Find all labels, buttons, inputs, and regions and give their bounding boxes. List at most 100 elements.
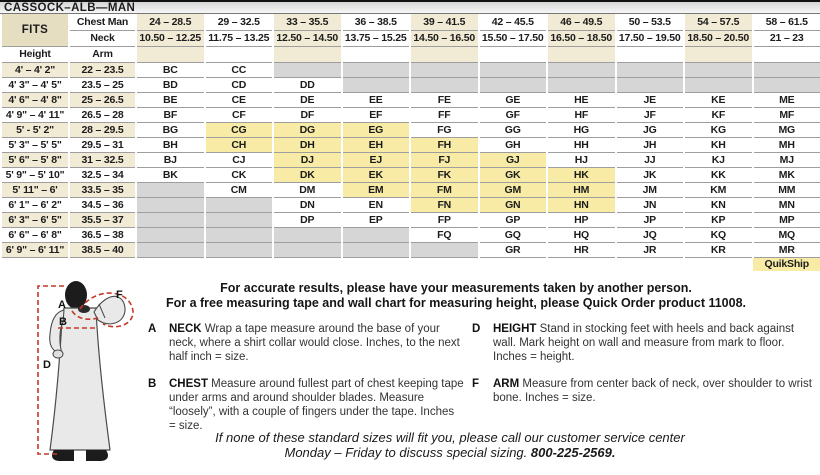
header-spacer-cell [272, 46, 343, 63]
size-code-cell: EP [340, 212, 411, 228]
size-code-cell: FH [409, 137, 480, 153]
neck-range-header: 16.50 – 18.50 [546, 30, 617, 47]
size-unavailable-cell [135, 227, 206, 243]
size-code-cell: CE [203, 92, 274, 108]
size-unavailable-cell [409, 242, 480, 258]
instruction-item-chest: B CHEST Measure around fullest part of ch… [148, 377, 464, 433]
size-code-cell: MQ [751, 227, 820, 243]
size-unavailable-cell [272, 242, 343, 258]
page-title: CASSOCK–ALB—MAN [0, 0, 820, 14]
neck-range-header: 18.50 – 20.50 [683, 30, 754, 47]
table-row: 4' – 4' 2" 22 – 23.5 BC CC [0, 62, 820, 78]
size-code-cell: DM [272, 182, 343, 198]
size-code-cell: GE [477, 92, 548, 108]
size-unavailable-cell [135, 212, 206, 228]
chest-range-header: 54 – 57.5 [683, 14, 754, 31]
size-unavailable-cell [340, 62, 411, 78]
label-f: F [116, 289, 123, 301]
head [65, 281, 87, 309]
size-unavailable-cell [751, 77, 820, 93]
size-code-cell: FF [409, 107, 480, 123]
size-code-cell: GN [477, 197, 548, 213]
size-unavailable-cell [272, 227, 343, 243]
size-code-cell: CG [203, 122, 274, 138]
header-spacer-cell [546, 46, 617, 63]
size-unavailable-cell [135, 182, 206, 198]
size-code-cell: HK [546, 167, 617, 183]
header-spacer-cell [751, 46, 820, 63]
size-code-cell: JK [614, 167, 685, 183]
size-code-cell: KK [683, 167, 754, 183]
size-unavailable-cell [751, 62, 820, 78]
size-code-cell: FE [409, 92, 480, 108]
size-code-cell: KE [683, 92, 754, 108]
chest-header-label: Chest Man [68, 14, 137, 31]
size-code-cell: EF [340, 107, 411, 123]
size-code-cell: EG [340, 122, 411, 138]
neck-range-header: 10.50 – 12.25 [135, 30, 206, 47]
size-code-cell: MG [751, 122, 820, 138]
size-unavailable-cell [203, 242, 274, 258]
header-spacer-cell [477, 46, 548, 63]
instruction-item-height: D HEIGHT Stand in stocking feet with heel… [472, 322, 812, 364]
size-code-cell: FP [409, 212, 480, 228]
arm-range-cell: 38.5 – 40 [68, 242, 137, 258]
size-code-cell: GG [477, 122, 548, 138]
size-code-cell: EK [340, 167, 411, 183]
size-unavailable-cell [203, 212, 274, 228]
height-range-cell: 4' 9" – 4' 11" [0, 107, 70, 123]
arm-range-cell: 34.5 – 36 [68, 197, 137, 213]
size-code-cell: FK [409, 167, 480, 183]
chest-range-header: 36 – 38.5 [340, 14, 411, 31]
size-code-cell: HP [546, 212, 617, 228]
sleeve-cuff [98, 303, 106, 319]
size-code-cell: DH [272, 137, 343, 153]
quickship-legend-row: QuikShip [1, 257, 820, 271]
size-code-cell: MJ [751, 152, 820, 168]
size-code-cell: MH [751, 137, 820, 153]
height-range-cell: 5' - 5' 2" [0, 122, 70, 138]
instructions-left-column: A NECK Wrap a tape measure around the bas… [148, 322, 464, 446]
size-code-cell: GH [477, 137, 548, 153]
size-code-cell: KF [683, 107, 754, 123]
header-spacer-cell [135, 46, 206, 63]
height-range-cell: 4' 6" – 4' 8" [0, 92, 70, 108]
size-unavailable-cell [409, 62, 480, 78]
table-row: 6' 3" – 6' 5" 35.5 – 37 DP EP FP GP HP JP KP MP [0, 212, 820, 228]
neck-header-row: Neck 10.50 – 12.25 11.75 – 13.25 12.50 – 1… [1, 30, 820, 47]
table-row: 5' 9" – 5' 10" 32.5 – 34 BK CK DK EK FK GK HK JK K… [0, 167, 820, 183]
height-range-cell: 6' 1" – 6' 2" [0, 197, 70, 213]
size-code-cell: JQ [614, 227, 685, 243]
special-sizing-note: If none of these standard sizes will fit… [60, 430, 820, 460]
left-hand [52, 349, 64, 359]
size-code-cell: JN [614, 197, 685, 213]
size-code-cell: KQ [683, 227, 754, 243]
size-code-cell: EE [340, 92, 411, 108]
neck-range-header: 17.50 – 19.50 [614, 30, 685, 47]
size-code-cell: JP [614, 212, 685, 228]
size-code-cell: EH [340, 137, 411, 153]
header-spacer-cell [203, 46, 274, 63]
instructions-right-column: D HEIGHT Stand in stocking feet with heel… [472, 322, 812, 446]
chest-range-header: 29 – 32.5 [203, 14, 274, 31]
size-code-cell: GF [477, 107, 548, 123]
size-code-cell: KH [683, 137, 754, 153]
fits-label: FITS [0, 14, 70, 47]
table-row: 5' 6" – 5' 8" 31 – 32.5 BJ CJ DJ EJ FJ GJ HJ JJ KJ… [0, 152, 820, 168]
size-code-cell: DE [272, 92, 343, 108]
height-range-cell: 5' 11" – 6' [0, 182, 70, 198]
footer-line-1: If none of these standard sizes will fit… [215, 430, 685, 445]
arm-range-cell: 26.5 – 28 [68, 107, 137, 123]
size-unavailable-cell [477, 62, 548, 78]
arm-range-cell: 22 – 23.5 [68, 62, 137, 78]
instruction-term: HEIGHT [493, 323, 540, 335]
size-code-cell: FN [409, 197, 480, 213]
size-code-cell: ME [751, 92, 820, 108]
arm-range-cell: 25 – 26.5 [68, 92, 137, 108]
height-range-cell: 6' 9" – 6' 11" [0, 242, 70, 258]
size-code-cell: JE [614, 92, 685, 108]
right-foot [86, 450, 108, 461]
intro-text: For accurate results, please have your m… [92, 281, 820, 310]
size-unavailable-cell [272, 62, 343, 78]
instruction-letter: F [472, 378, 480, 390]
